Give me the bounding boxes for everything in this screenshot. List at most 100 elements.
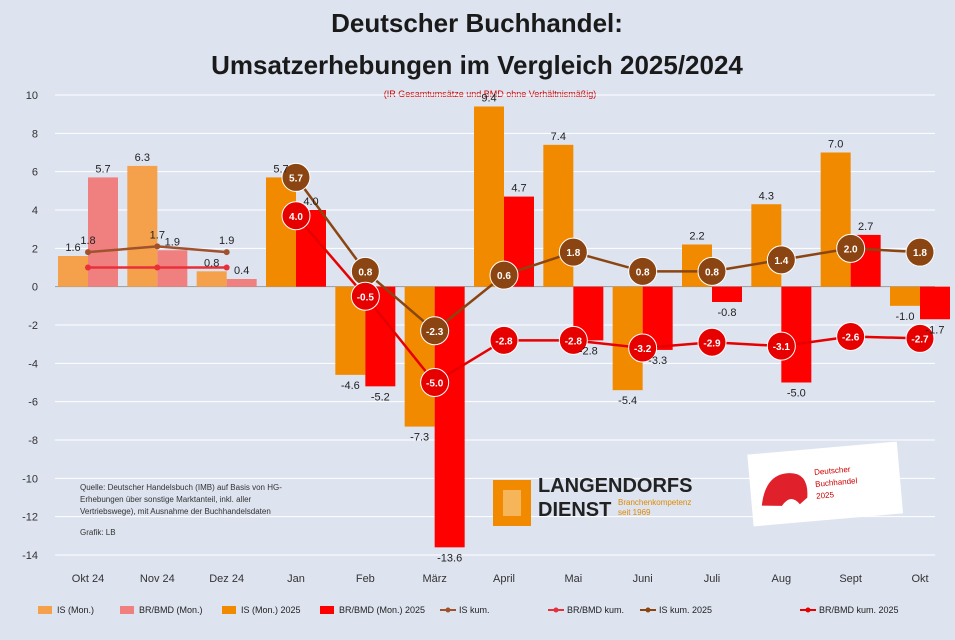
- line-marker: [766, 245, 796, 275]
- bar-label: -4.6: [341, 380, 360, 392]
- x-tick-label: Okt 24: [72, 573, 104, 585]
- point-label: 1.8: [80, 235, 95, 247]
- bar: [751, 204, 782, 287]
- line-marker: [420, 368, 450, 397]
- legend-label: IS (Mon.): [57, 605, 94, 615]
- bar: [226, 279, 257, 287]
- line-marker: [489, 325, 519, 355]
- marker-label: -2.7: [911, 334, 929, 345]
- bar-label: 4.7: [511, 183, 526, 195]
- bar-label: 0.8: [204, 257, 219, 269]
- bar-label: -1.0: [896, 311, 915, 323]
- y-tick-label: -12: [22, 512, 38, 524]
- bar: [890, 286, 920, 306]
- bar-label: 4.0: [303, 196, 318, 208]
- line-marker: [836, 233, 866, 263]
- marker-label: 1.8: [566, 248, 580, 259]
- chart-title: Deutscher Buchhandel:: [331, 8, 623, 38]
- bar: [820, 152, 851, 287]
- bar-label: -5.2: [371, 391, 390, 403]
- logo-tag-2: seit 1969: [618, 508, 651, 517]
- legend-marker: [805, 607, 811, 613]
- bar-label: 4.3: [759, 190, 774, 202]
- bar-label: -0.8: [718, 307, 737, 319]
- publisher-logo: LANGENDORFS DIENST Branchenkompetenz sei…: [493, 475, 692, 526]
- x-tick-label: Nov 24: [140, 573, 175, 585]
- source-line: Grafik: LB: [80, 528, 116, 537]
- bar: [474, 106, 504, 287]
- series-line: [295, 214, 921, 385]
- y-tick-label: -4: [28, 358, 38, 370]
- chart-subtitle: Umsatzerhebungen im Vergleich 2025/2024: [211, 50, 743, 80]
- marker-label: -2.9: [703, 338, 721, 349]
- bar-label: 7.4: [551, 131, 566, 143]
- bar: [712, 286, 742, 302]
- marker-label: 2.0: [844, 244, 858, 255]
- marker-label: -2.8: [565, 336, 583, 347]
- line-point: [85, 249, 91, 256]
- line-marker: [350, 281, 380, 311]
- legend-swatch: [222, 606, 236, 614]
- bar-label: 0.4: [234, 265, 249, 277]
- marker-label: 1.4: [774, 256, 788, 267]
- bar: [920, 286, 950, 320]
- legend-label: IS (Mon.) 2025: [241, 605, 301, 615]
- badge: Deutscher Buchhandel 2025: [747, 441, 904, 527]
- x-tick-label: Feb: [356, 573, 375, 585]
- bar-label: 2.7: [858, 221, 873, 233]
- line-marker: [905, 237, 935, 267]
- marker-label: 5.7: [289, 173, 303, 184]
- legend-label: BR/BMD (Mon.): [139, 605, 203, 615]
- legend-swatch: [320, 606, 334, 614]
- logo-tag-1: Branchenkompetenz: [618, 498, 691, 507]
- y-tick-label: 0: [32, 282, 38, 294]
- y-tick-label: -14: [22, 550, 38, 562]
- y-tick-label: 10: [26, 90, 38, 102]
- lines: [85, 162, 935, 397]
- legend-label: BR/BMD kum. 2025: [819, 605, 899, 615]
- marker-label: 0.6: [497, 271, 511, 282]
- marker-label: -5.0: [426, 379, 444, 390]
- legend-marker: [645, 607, 651, 613]
- marker-label: -2.3: [426, 327, 444, 338]
- marker-label: -2.6: [842, 333, 860, 344]
- source-note: Quelle: Deutscher Handelsbuch (IMB) auf …: [80, 483, 282, 537]
- x-tick-label: März: [422, 573, 446, 585]
- chart-note: (IR Gesamtumsätze und BMD ohne Verhältni…: [384, 89, 597, 99]
- bar-label: -5.0: [787, 388, 806, 400]
- y-tick-label: 4: [32, 205, 38, 217]
- y-tick-label: 6: [32, 167, 38, 179]
- badge-line: Deutscher: [814, 465, 851, 477]
- line-marker: [281, 162, 311, 192]
- marker-label: -0.5: [357, 292, 375, 303]
- badge-card: [747, 441, 904, 527]
- bar-label: 5.7: [95, 163, 110, 175]
- bar: [196, 271, 227, 287]
- bar: [266, 177, 296, 287]
- legend-label: IS kum.: [459, 605, 490, 615]
- x-tick-label: Juli: [704, 573, 721, 585]
- bear-icon: [761, 473, 808, 506]
- x-axis: Okt 24 Nov 24 Dez 24 Jan Feb März April Mai Juni…: [72, 573, 929, 585]
- point-label: 1.7: [150, 229, 165, 241]
- logo-line-1: LANGENDORFS: [538, 475, 692, 497]
- badge-line: 2025: [816, 490, 835, 501]
- data-labels: 1.6 6.3 0.8 5.7 1.9 0.4 5.7 -4.6 -7.3 9.4 7.4 -5.4 2…: [65, 93, 944, 565]
- x-tick-label: Jan: [287, 573, 305, 585]
- marker-label: -3.2: [634, 344, 652, 355]
- legend-marker: [553, 607, 559, 613]
- bar-label: -2.8: [579, 345, 598, 357]
- logo-line-2: DIENST: [538, 499, 611, 521]
- legend-label: BR/BMD kum.: [567, 605, 624, 615]
- marker-label: 0.8: [705, 267, 719, 278]
- x-tick-label: Mai: [564, 573, 582, 585]
- line-marker: [697, 256, 727, 286]
- legend-marker: [445, 607, 451, 613]
- y-axis: 10 8 6 4 2 0 -2 -4 -6 -8 -10 -12 -14: [22, 90, 38, 562]
- line-marker: [281, 201, 311, 231]
- line-marker: [836, 322, 866, 351]
- bar-label: 1.9: [165, 236, 180, 248]
- y-tick-label: -6: [28, 397, 38, 409]
- marker-label: 0.8: [636, 267, 650, 278]
- point-label: 1.9: [219, 235, 234, 247]
